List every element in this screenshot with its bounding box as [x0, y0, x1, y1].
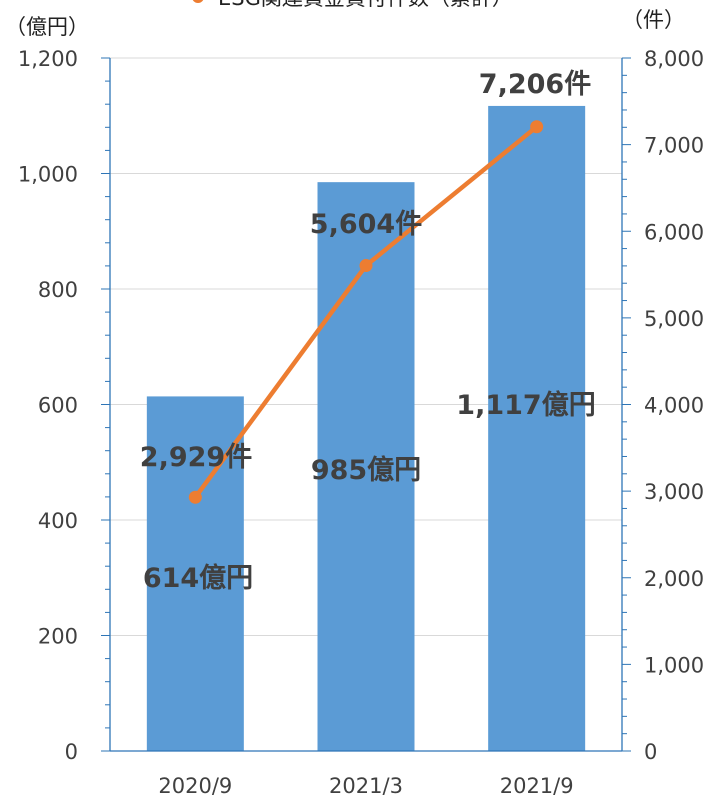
line-data-label: 5,604件: [310, 209, 422, 240]
left-tick-label: 1,200: [18, 47, 78, 71]
bar-2021/9: [488, 105, 586, 752]
right-tick-label: 5,000: [644, 307, 704, 331]
axes: 0 200 400 600 800 1,000 1,200 0 1,000 2,000 3,000 4…: [18, 47, 704, 798]
bar-data-label: 614億円: [143, 563, 253, 594]
line-series: [188, 120, 544, 504]
right-tick-label: 4,000: [644, 394, 704, 418]
left-tick-label: 400: [38, 509, 78, 533]
right-tick-label: 3,000: [644, 480, 704, 504]
line-marker-2021/3: [359, 259, 373, 273]
left-tick-label: 200: [38, 625, 78, 649]
bar-data-label: 985億円: [311, 455, 421, 486]
legend: ESG関連資金貸付件数（累計）: [192, 0, 513, 10]
bar-series: [146, 105, 586, 752]
right-tick-label: 8,000: [644, 47, 704, 71]
x-tick-label: 2021/3: [329, 774, 403, 798]
left-tick-label: 800: [38, 278, 78, 302]
left-tick-label: 1,000: [18, 163, 78, 187]
right-tick-label: 7,000: [644, 134, 704, 158]
bar-data-label: 1,117億円: [456, 390, 595, 421]
right-tick-label: 0: [644, 740, 657, 764]
bar-2021/3: [317, 182, 415, 752]
right-tick-label: 1,000: [644, 653, 704, 677]
data-labels: 614億円 985億円 1,117億円 2,929件 5,604件 7,206件: [140, 69, 596, 594]
line-data-label: 2,929件: [140, 442, 252, 473]
x-tick-label: 2020/9: [158, 774, 232, 798]
legend-marker-swatch: [192, 0, 204, 3]
right-tick-label: 6,000: [644, 220, 704, 244]
left-axis-unit: （億円）: [5, 15, 89, 39]
right-axis-unit: （件）: [622, 8, 685, 32]
right-tick-label: 2,000: [644, 567, 704, 591]
left-tick-label: 0: [65, 740, 78, 764]
left-tick-label: 600: [38, 394, 78, 418]
x-tick-label: 2021/9: [500, 774, 574, 798]
line-data-label: 7,206件: [479, 69, 591, 100]
line-marker-2020/9: [188, 490, 202, 504]
legend-line-label: ESG関連資金貸付件数（累計）: [218, 0, 513, 10]
line-marker-2021/9: [530, 120, 544, 134]
